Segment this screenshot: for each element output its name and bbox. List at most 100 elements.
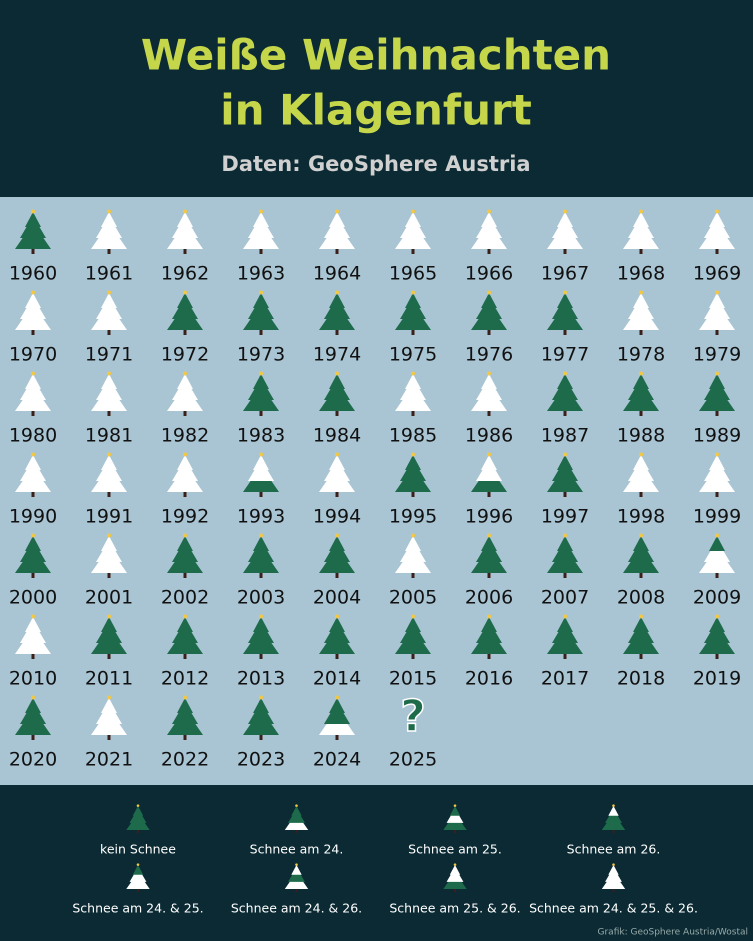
trunk xyxy=(295,888,298,893)
year-label: 1982 xyxy=(161,425,209,447)
tree-tier xyxy=(177,698,193,713)
trunk xyxy=(715,572,719,578)
star xyxy=(107,209,111,214)
tree xyxy=(547,533,583,578)
trunk xyxy=(107,329,111,335)
star xyxy=(487,452,491,457)
tree-tier xyxy=(608,805,619,816)
trunk xyxy=(411,329,415,335)
year-label: 2023 xyxy=(237,749,285,771)
trunk xyxy=(259,329,263,335)
tree xyxy=(91,533,127,578)
year-label: 1997 xyxy=(541,506,589,528)
trunk xyxy=(715,491,719,497)
trunk xyxy=(715,410,719,416)
tree-tier xyxy=(481,293,497,308)
year-label: 2001 xyxy=(85,587,133,609)
tree xyxy=(547,614,583,659)
tree-tier xyxy=(709,374,725,389)
year-label: 2000 xyxy=(9,587,57,609)
tree-tier xyxy=(405,212,421,227)
year-label: 1970 xyxy=(9,344,57,366)
trunk xyxy=(487,410,491,416)
trunk xyxy=(639,329,643,335)
tree-tier xyxy=(177,617,193,632)
tree xyxy=(91,290,127,335)
star xyxy=(295,863,298,866)
star xyxy=(487,290,491,295)
title: in Klagenfurt xyxy=(220,86,532,135)
year-label: 1961 xyxy=(85,263,133,285)
trunk xyxy=(639,572,643,578)
trunk xyxy=(487,491,491,497)
trunk xyxy=(137,888,139,893)
trunk xyxy=(259,491,263,497)
year-label: 2009 xyxy=(693,587,741,609)
tree-tier xyxy=(481,617,497,632)
star xyxy=(563,209,567,214)
tree xyxy=(699,209,735,254)
tree-tier xyxy=(101,698,117,713)
tree-tier xyxy=(329,455,345,470)
tree-tier xyxy=(633,212,649,227)
year-label: 2016 xyxy=(465,668,513,690)
star xyxy=(639,371,643,376)
tree xyxy=(167,209,203,254)
star xyxy=(563,452,567,457)
tree-tier xyxy=(25,293,41,308)
star xyxy=(487,209,491,214)
year-label: 1960 xyxy=(9,263,57,285)
trunk xyxy=(411,653,415,659)
star xyxy=(335,371,339,376)
year-label: 1971 xyxy=(85,344,133,366)
star xyxy=(259,209,263,214)
star xyxy=(259,695,263,700)
trunk xyxy=(335,653,339,659)
trunk xyxy=(259,734,263,740)
year-label: 1967 xyxy=(541,263,589,285)
star xyxy=(335,695,339,700)
trunk xyxy=(335,410,339,416)
tree xyxy=(319,695,355,740)
tree-tier xyxy=(709,212,725,227)
trunk xyxy=(107,653,111,659)
trunk xyxy=(335,329,339,335)
year-label: 2024 xyxy=(313,749,361,771)
tree xyxy=(167,452,203,497)
year-label: 1980 xyxy=(9,425,57,447)
star xyxy=(639,614,643,619)
tree-tier xyxy=(481,455,497,470)
year-label: 1972 xyxy=(161,344,209,366)
year-label: 1976 xyxy=(465,344,513,366)
tree xyxy=(547,290,583,335)
trunk xyxy=(31,410,35,416)
legend-label: kein Schnee xyxy=(100,842,176,857)
credit: Grafik: GeoSphere Austria/Wostal xyxy=(598,928,749,938)
year-label: 1963 xyxy=(237,263,285,285)
star xyxy=(715,452,719,457)
star xyxy=(639,452,643,457)
trunk xyxy=(31,572,35,578)
tree-tier xyxy=(132,864,144,875)
year-label: 1985 xyxy=(389,425,437,447)
tree xyxy=(319,452,355,497)
star xyxy=(411,614,415,619)
tree-tier xyxy=(177,293,193,308)
year-label: 1988 xyxy=(617,425,665,447)
star xyxy=(31,533,35,538)
year-label: 1969 xyxy=(693,263,741,285)
trunk xyxy=(563,572,567,578)
tree-tier xyxy=(101,617,117,632)
star xyxy=(563,614,567,619)
year-label: 2004 xyxy=(313,587,361,609)
trunk xyxy=(107,491,111,497)
tree-tier xyxy=(633,455,649,470)
year-label: 1965 xyxy=(389,263,437,285)
tree xyxy=(167,371,203,416)
trunk xyxy=(31,734,35,740)
trunk xyxy=(31,248,35,254)
tree xyxy=(395,290,431,335)
tree xyxy=(623,290,659,335)
trunk xyxy=(454,829,456,834)
